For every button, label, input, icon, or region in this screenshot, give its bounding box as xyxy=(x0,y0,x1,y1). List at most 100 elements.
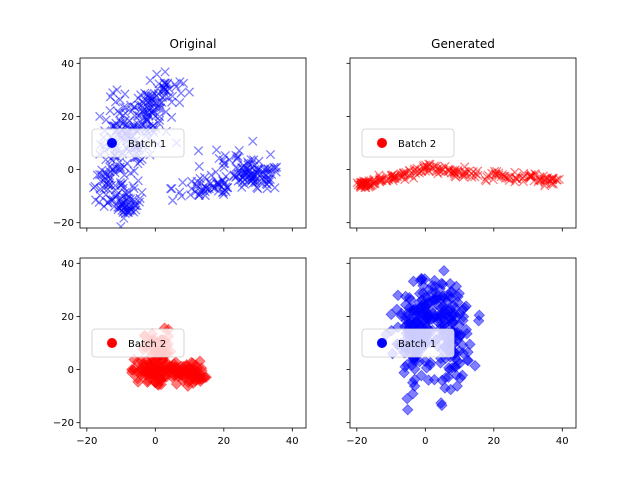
x-tick-label: −20 xyxy=(346,436,367,447)
data-point xyxy=(90,195,101,205)
data-point xyxy=(413,287,426,300)
legend-label: Batch 2 xyxy=(128,339,166,350)
data-point xyxy=(451,168,461,179)
data-point xyxy=(211,167,221,177)
data-point xyxy=(107,195,117,205)
data-point xyxy=(211,145,222,155)
data-point xyxy=(473,170,483,181)
data-point xyxy=(118,201,128,211)
data-point xyxy=(154,111,165,122)
data-point xyxy=(174,187,185,197)
data-point xyxy=(399,168,409,178)
y-tick-label: −20 xyxy=(53,218,74,229)
data-point xyxy=(129,120,139,130)
data-point xyxy=(170,378,183,390)
data-point xyxy=(92,170,103,180)
data-point xyxy=(174,98,185,108)
data-point xyxy=(406,359,418,372)
data-point xyxy=(439,371,452,384)
data-point xyxy=(129,196,140,206)
data-point xyxy=(135,156,145,166)
data-point xyxy=(129,183,139,194)
data-point xyxy=(186,176,197,187)
legend-label: Batch 1 xyxy=(128,139,166,150)
data-point xyxy=(133,110,143,121)
data-point xyxy=(502,173,512,183)
data-point xyxy=(224,155,235,165)
panel-bottom-left: −20 0 20 40 −20 0 20 40 Batch 2 xyxy=(53,257,307,447)
data-point xyxy=(128,181,138,191)
data-point xyxy=(254,176,265,187)
data-point xyxy=(460,300,472,312)
axes-frame xyxy=(79,57,307,229)
data-point xyxy=(219,162,229,173)
data-point xyxy=(153,373,166,385)
legend-marker xyxy=(377,338,387,348)
legend-box xyxy=(91,128,185,158)
data-point xyxy=(408,380,421,392)
data-point xyxy=(511,173,521,183)
data-point xyxy=(171,82,181,92)
data-point xyxy=(129,102,140,112)
data-point xyxy=(438,292,451,304)
data-point xyxy=(184,367,197,380)
y-tick-label: 0 xyxy=(68,365,74,376)
data-point xyxy=(415,369,428,382)
data-point xyxy=(414,274,427,287)
data-point xyxy=(184,87,195,97)
data-point xyxy=(544,175,554,185)
data-point xyxy=(131,372,144,385)
data-point xyxy=(359,181,369,191)
data-point xyxy=(433,168,443,179)
y-tick-label: 20 xyxy=(61,312,74,323)
data-point xyxy=(246,176,256,186)
axes-frame xyxy=(349,257,577,429)
data-point xyxy=(231,172,241,183)
data-point xyxy=(424,356,437,369)
x-tick-label: 40 xyxy=(286,436,299,447)
data-point xyxy=(451,355,464,367)
data-point xyxy=(142,115,153,125)
data-points xyxy=(352,159,564,193)
data-point xyxy=(464,338,476,351)
data-point xyxy=(386,171,397,181)
data-point xyxy=(403,291,416,304)
data-point xyxy=(104,171,115,181)
data-point xyxy=(195,186,205,197)
legend-marker xyxy=(107,138,117,148)
data-point xyxy=(424,166,434,176)
data-point xyxy=(242,157,253,167)
data-point xyxy=(214,153,224,164)
data-point xyxy=(436,399,448,412)
data-point xyxy=(143,90,153,101)
data-point xyxy=(218,189,229,200)
legend-marker xyxy=(377,138,387,148)
data-point xyxy=(145,75,155,86)
data-point xyxy=(359,178,369,188)
data-point xyxy=(125,168,136,178)
data-point xyxy=(132,201,142,211)
data-point xyxy=(496,171,506,182)
data-point xyxy=(137,187,147,198)
data-point xyxy=(166,184,176,194)
data-point xyxy=(401,404,414,416)
data-point xyxy=(483,170,493,180)
data-point xyxy=(121,201,132,211)
data-point xyxy=(120,89,130,99)
data-point xyxy=(418,307,430,319)
data-point xyxy=(527,170,537,181)
data-point xyxy=(121,119,131,130)
data-point xyxy=(460,323,473,336)
panel-bottom-right: −20 0 20 40 Batch 1 xyxy=(346,257,577,447)
data-point xyxy=(103,180,114,190)
data-point xyxy=(152,103,162,113)
panel-original: Original −20 0 20 40 Batch 1 xyxy=(53,37,307,232)
legend-marker xyxy=(107,338,117,348)
data-point xyxy=(158,366,171,378)
data-point xyxy=(424,162,435,173)
data-point xyxy=(401,392,413,405)
data-point xyxy=(461,354,474,366)
data-point xyxy=(438,265,450,277)
data-point xyxy=(233,151,243,162)
data-point xyxy=(221,182,231,192)
